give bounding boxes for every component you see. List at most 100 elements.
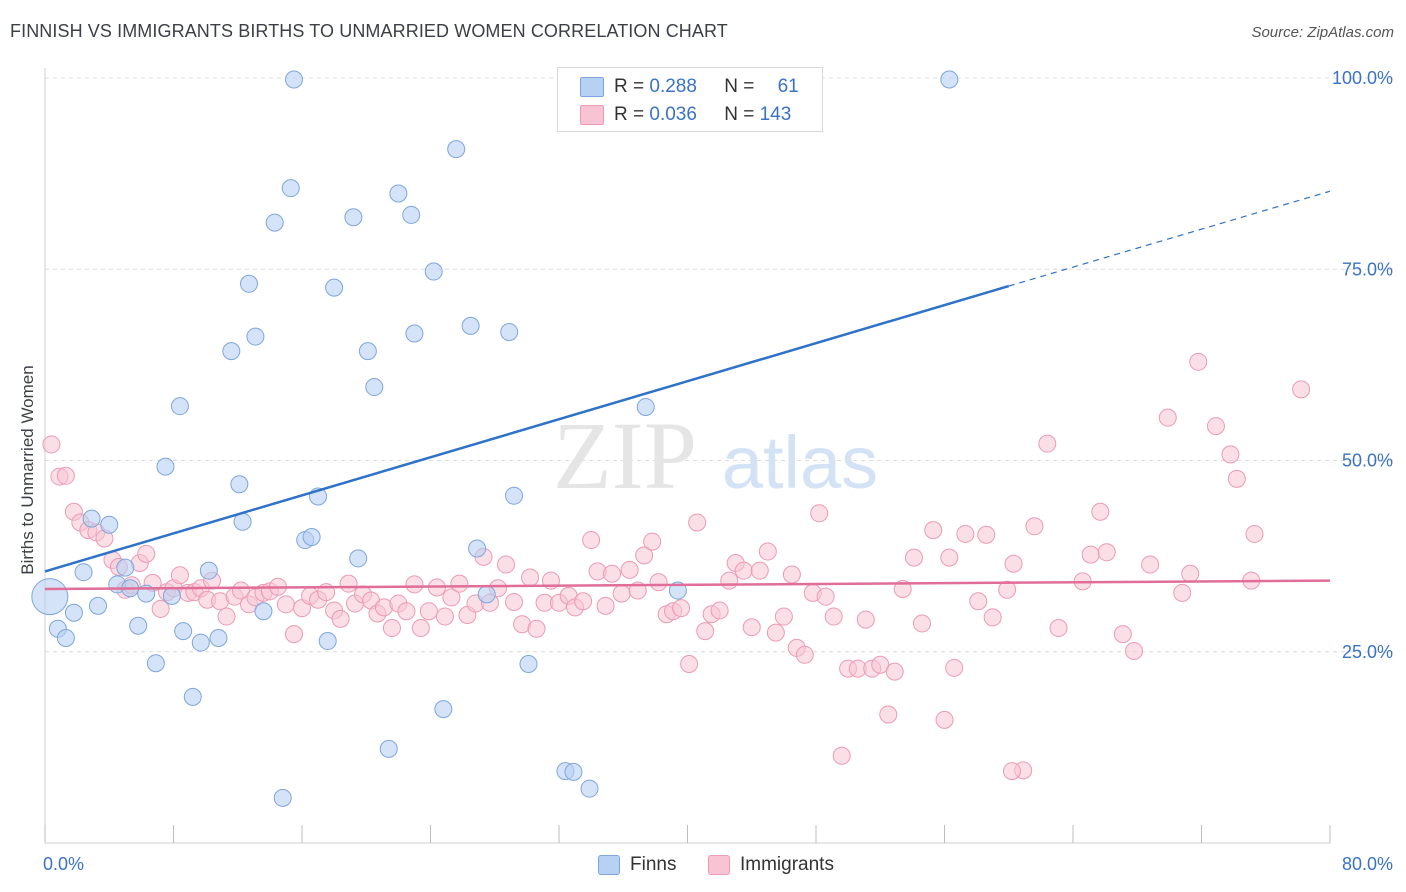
finns-point	[447, 140, 466, 159]
immigrants-point	[1081, 545, 1100, 564]
immigrants-point	[696, 622, 715, 641]
finns-swatch	[580, 77, 604, 97]
chart-title: FINNISH VS IMMIGRANTS BIRTHS TO UNMARRIE…	[10, 21, 728, 41]
finns-point	[254, 602, 273, 621]
immigrants-point	[1245, 524, 1264, 543]
immigrants-points	[42, 352, 1311, 781]
immigrants-point	[824, 607, 843, 626]
finns-point	[156, 457, 175, 476]
immigrants-point	[505, 593, 524, 612]
finns-point	[89, 596, 108, 615]
immigrants-point	[688, 513, 707, 532]
immigrants-point	[521, 568, 540, 587]
zipatlas-watermark: ZIP atlas	[553, 402, 878, 509]
immigrants-point	[1091, 502, 1110, 521]
immigrants-point	[816, 587, 835, 606]
immigrants-r-value: 0.036	[649, 104, 697, 125]
finns-point	[265, 213, 284, 232]
finns-point	[940, 70, 959, 89]
finns-point	[668, 581, 687, 600]
finns-point	[183, 687, 202, 706]
finns-n-label: N =	[724, 76, 760, 97]
immigrants-point	[151, 599, 170, 618]
immigrants-point	[56, 466, 75, 485]
immigrants-point	[758, 542, 777, 561]
immigrants-point	[969, 592, 988, 611]
finns-point	[405, 324, 424, 343]
immigrants-point	[1002, 762, 1021, 781]
finns-point	[477, 585, 496, 604]
finns-point	[284, 70, 303, 89]
immigrants-point	[810, 504, 829, 523]
y-tick-label: 50.0%	[1342, 451, 1393, 471]
immigrants-point	[331, 609, 350, 628]
x-tick-label: 0.0%	[43, 854, 84, 874]
immigrants-point	[527, 619, 546, 638]
finns-point	[209, 628, 228, 647]
trend-lines	[44, 190, 1331, 591]
legend-item-immigrants[interactable]: Immigrants	[708, 852, 834, 878]
finns-point	[199, 561, 218, 580]
finns-point	[100, 515, 119, 534]
finns-point	[580, 779, 599, 798]
immigrants-point	[977, 525, 996, 544]
immigrants-point	[945, 658, 964, 677]
finns-point	[365, 378, 384, 397]
immigrants-point	[1025, 517, 1044, 536]
immigrants-point	[879, 705, 898, 724]
immigrants-point	[635, 546, 654, 565]
immigrants-point	[496, 555, 515, 574]
finns-point	[379, 739, 398, 758]
finns-point	[174, 622, 193, 641]
immigrants-point	[620, 560, 639, 579]
immigrants-point	[1038, 434, 1057, 453]
immigrants-legend-swatch	[708, 855, 730, 875]
immigrants-point	[998, 580, 1017, 599]
series-legend: Finns Immigrants	[0, 852, 1406, 878]
immigrants-point	[734, 561, 753, 580]
immigrants-point	[782, 565, 801, 584]
finns-point	[344, 208, 363, 227]
immigrants-point	[1113, 625, 1132, 644]
finns-legend-label: Finns	[630, 854, 677, 875]
immigrants-point	[774, 607, 793, 626]
finns-point	[349, 549, 368, 568]
y-tick-label: 25.0%	[1342, 642, 1393, 662]
immigrants-point	[1049, 619, 1068, 638]
immigrants-point	[339, 574, 358, 593]
immigrants-point	[612, 584, 631, 603]
finns-point	[56, 628, 75, 647]
immigrants-point	[766, 623, 785, 642]
immigrants-point	[574, 592, 593, 611]
immigrants-point	[832, 746, 851, 765]
finns-point	[74, 563, 93, 582]
immigrants-point	[643, 532, 662, 551]
immigrants-point	[924, 521, 943, 540]
correlation-legend: R = 0.288 N = 61 R = 0.036 N = 143	[557, 67, 823, 132]
immigrants-point	[904, 548, 923, 567]
gridlines	[45, 77, 1393, 653]
immigrants-point	[231, 581, 250, 600]
immigrants-point	[1206, 417, 1225, 436]
finns-point	[302, 528, 321, 546]
immigrants-point	[940, 548, 959, 567]
legend-row-immigrants: R = 0.036 N = 143	[558, 102, 822, 128]
immigrants-point	[913, 614, 932, 633]
immigrants-point	[1125, 641, 1144, 660]
immigrants-point	[603, 564, 622, 583]
finns-point	[64, 603, 83, 622]
finns-point	[116, 558, 135, 577]
finns-point	[434, 700, 453, 719]
finns-points	[31, 70, 959, 807]
legend-item-finns[interactable]: Finns	[598, 852, 676, 878]
finns-point	[246, 327, 265, 346]
finns-point	[325, 278, 344, 297]
y-axis-label: Births to Unmarried Women	[18, 365, 37, 575]
immigrants-point	[42, 435, 61, 454]
immigrants-point	[649, 573, 668, 592]
axes	[44, 68, 1331, 844]
finns-point	[281, 179, 300, 198]
immigrants-point	[1189, 352, 1208, 371]
immigrants-point	[284, 625, 303, 644]
